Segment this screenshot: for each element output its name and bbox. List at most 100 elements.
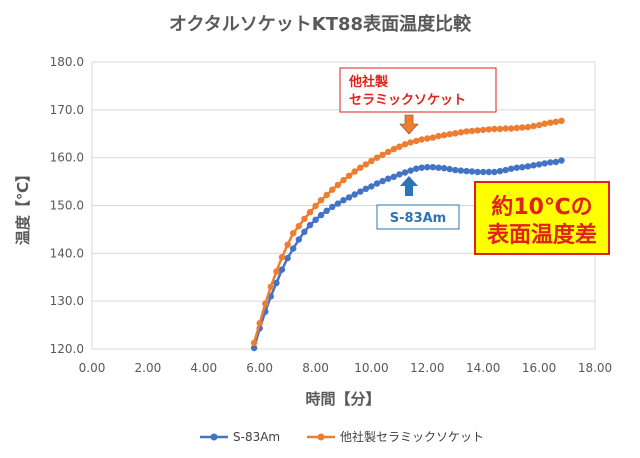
data-point	[508, 165, 515, 172]
data-point	[468, 168, 476, 175]
y-tick-label: 180.0	[50, 55, 84, 69]
data-point	[474, 127, 481, 134]
data-point	[463, 167, 470, 175]
data-point	[446, 131, 453, 138]
data-point	[357, 164, 364, 171]
data-point	[323, 207, 330, 214]
blue-up-arrow-icon	[400, 176, 418, 196]
data-point	[491, 125, 498, 133]
data-point	[306, 209, 314, 216]
x-tick-label: 4.00	[190, 361, 217, 375]
data-point	[435, 164, 442, 171]
data-point	[284, 254, 291, 262]
difference-line2: 表面温度差	[487, 222, 597, 248]
data-point	[250, 339, 258, 346]
y-axis-ticks: 120.0 130.0 140.0 150.0 160.0 170.0 180.0	[50, 55, 84, 356]
data-point	[452, 166, 459, 174]
data-point	[541, 120, 548, 127]
data-point	[351, 168, 358, 175]
data-point	[530, 162, 537, 169]
data-point	[424, 164, 431, 171]
data-point	[552, 158, 560, 166]
other-label-line1: 他社製	[348, 74, 388, 90]
data-point	[290, 230, 297, 237]
y-axis-title: 温度【℃】	[14, 167, 32, 245]
data-point	[256, 320, 263, 327]
data-point	[435, 132, 442, 140]
x-tick-label: 10.00	[354, 361, 388, 375]
data-point	[306, 221, 314, 229]
data-point	[480, 126, 487, 134]
data-point	[558, 157, 565, 164]
s83-label-box	[376, 204, 460, 230]
data-point	[496, 125, 504, 133]
data-point	[295, 236, 302, 243]
data-point	[541, 160, 548, 167]
data-point	[317, 197, 325, 204]
x-tick-label: 8.00	[302, 361, 329, 375]
data-point	[301, 228, 308, 235]
data-point	[558, 117, 565, 125]
data-point	[485, 168, 492, 176]
data-point	[530, 122, 537, 130]
x-axis-ticks: 0.00 2.00 4.00 6.00 8.00 10.00 12.00 14.00 16.00…	[79, 361, 613, 375]
data-point	[312, 216, 319, 223]
legend-item-other: 他社製セラミックソケット	[307, 429, 484, 444]
data-point	[351, 191, 358, 198]
x-tick-label: 14.00	[466, 361, 500, 375]
x-axis-title: 時間【分】	[305, 390, 380, 408]
data-point	[407, 139, 414, 146]
data-point	[519, 124, 526, 131]
data-point	[440, 132, 448, 139]
data-point	[485, 126, 492, 133]
data-point	[519, 164, 526, 171]
data-point	[524, 163, 532, 170]
x-tick-label: 16.00	[522, 361, 556, 375]
x-tick-label: 12.00	[410, 361, 444, 375]
data-point	[535, 121, 543, 129]
x-tick-label: 6.00	[246, 361, 273, 375]
series-layer	[250, 117, 565, 352]
data-point	[385, 175, 392, 182]
data-point	[262, 300, 269, 307]
data-point	[385, 148, 392, 156]
data-point	[368, 183, 375, 190]
y-tick-label: 150.0	[50, 199, 84, 213]
data-point	[413, 137, 420, 145]
data-point	[329, 186, 336, 193]
data-point	[362, 161, 370, 168]
data-point	[273, 279, 280, 287]
x-tick-label: 0.00	[79, 361, 106, 375]
chart-title: オクタルソケットKT88表面温度比較	[169, 13, 472, 35]
data-point	[502, 125, 509, 132]
data-point	[267, 283, 274, 290]
data-point	[396, 171, 403, 178]
data-point	[284, 241, 291, 248]
data-point	[480, 168, 487, 176]
data-point	[379, 151, 386, 158]
data-point	[373, 154, 381, 161]
data-point	[552, 118, 560, 126]
y-tick-label: 140.0	[50, 246, 84, 260]
data-point	[547, 159, 554, 166]
data-point	[373, 180, 381, 187]
data-point	[457, 129, 465, 136]
y-tick-label: 160.0	[50, 151, 84, 165]
x-tick-label: 18.00	[578, 361, 612, 375]
data-point	[407, 167, 414, 174]
orange-down-arrow-icon	[399, 114, 419, 135]
data-point	[390, 145, 397, 153]
data-point	[301, 215, 308, 223]
data-point	[368, 157, 375, 165]
y-tick-label: 120.0	[50, 342, 84, 356]
data-point	[413, 165, 420, 172]
data-point	[340, 197, 347, 204]
difference-callout-box	[474, 181, 610, 255]
data-point	[463, 128, 470, 135]
data-point	[457, 167, 465, 174]
data-point	[278, 254, 286, 261]
data-point	[418, 164, 425, 171]
legend: S-83Am 他社製セラミックソケット	[200, 429, 484, 444]
data-point	[345, 172, 353, 179]
